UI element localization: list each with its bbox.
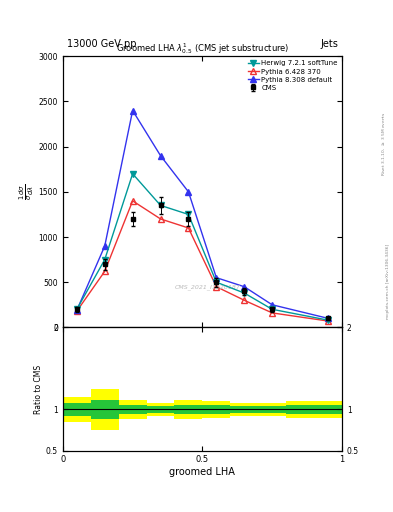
Pythia 6.428 370	[102, 268, 107, 274]
Pythia 8.308 default	[242, 284, 247, 290]
Pythia 6.428 370	[214, 284, 219, 290]
Text: mcplots.cern.ch [arXiv:1306.3436]: mcplots.cern.ch [arXiv:1306.3436]	[386, 244, 390, 319]
Herwig 7.2.1 softTune	[326, 317, 331, 323]
Pythia 6.428 370	[270, 310, 275, 316]
Pythia 8.308 default	[130, 108, 135, 114]
X-axis label: groomed LHA: groomed LHA	[169, 467, 235, 477]
Line: Pythia 6.428 370: Pythia 6.428 370	[74, 198, 331, 324]
Line: Pythia 8.308 default: Pythia 8.308 default	[74, 108, 331, 321]
Pythia 8.308 default	[158, 153, 163, 159]
Pythia 8.308 default	[186, 189, 191, 195]
Herwig 7.2.1 softTune	[75, 306, 79, 312]
Pythia 8.308 default	[75, 307, 79, 313]
Herwig 7.2.1 softTune	[214, 279, 219, 285]
Pythia 8.308 default	[270, 302, 275, 308]
Pythia 6.428 370	[130, 198, 135, 204]
Pythia 6.428 370	[326, 318, 331, 324]
Legend: Herwig 7.2.1 softTune, Pythia 6.428 370, Pythia 8.308 default, CMS: Herwig 7.2.1 softTune, Pythia 6.428 370,…	[245, 58, 340, 94]
Line: Herwig 7.2.1 softTune: Herwig 7.2.1 softTune	[74, 171, 331, 323]
Herwig 7.2.1 softTune	[130, 170, 135, 177]
Pythia 8.308 default	[102, 243, 107, 249]
Herwig 7.2.1 softTune	[186, 211, 191, 218]
Herwig 7.2.1 softTune	[158, 202, 163, 208]
Pythia 8.308 default	[214, 274, 219, 281]
Herwig 7.2.1 softTune	[242, 290, 247, 296]
Pythia 6.428 370	[75, 308, 79, 314]
Text: CMS_2021_I1920187: CMS_2021_I1920187	[175, 284, 241, 290]
Herwig 7.2.1 softTune	[270, 306, 275, 312]
Y-axis label: Ratio to CMS: Ratio to CMS	[34, 365, 43, 414]
Text: 13000 GeV pp: 13000 GeV pp	[67, 38, 136, 49]
Text: Rivet 3.1.10, $\geq$ 3.5M events: Rivet 3.1.10, $\geq$ 3.5M events	[380, 111, 387, 176]
Herwig 7.2.1 softTune	[102, 257, 107, 263]
Y-axis label: $\frac{1}{\sigma}\frac{d\sigma}{d\lambda}$: $\frac{1}{\sigma}\frac{d\sigma}{d\lambda…	[18, 184, 36, 200]
Pythia 8.308 default	[326, 315, 331, 322]
Text: Jets: Jets	[320, 38, 338, 49]
Title: Groomed LHA $\lambda^{1}_{0.5}$ (CMS jet substructure): Groomed LHA $\lambda^{1}_{0.5}$ (CMS jet…	[116, 41, 289, 56]
Pythia 6.428 370	[242, 297, 247, 303]
Pythia 6.428 370	[186, 225, 191, 231]
Pythia 6.428 370	[158, 216, 163, 222]
